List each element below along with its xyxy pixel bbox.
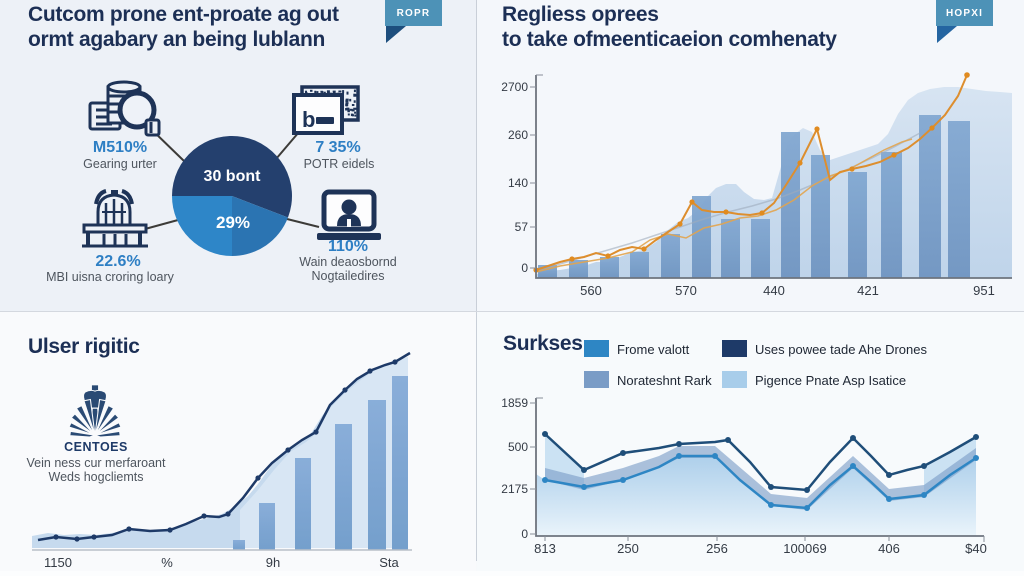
svg-text:813: 813 [534, 541, 556, 556]
svg-text:%: % [161, 555, 173, 570]
svg-text:0: 0 [521, 527, 528, 541]
svg-text:Sta: Sta [379, 555, 399, 570]
svg-text:0: 0 [521, 261, 528, 275]
svg-text:$40: $40 [965, 541, 987, 556]
svg-text:2700: 2700 [501, 80, 528, 94]
svg-text:256: 256 [706, 541, 728, 556]
svg-text:140: 140 [508, 176, 528, 190]
svg-text:421: 421 [857, 283, 879, 298]
svg-text:570: 570 [675, 283, 697, 298]
svg-text:951: 951 [973, 283, 995, 298]
svg-text:b: b [302, 107, 315, 132]
svg-text:440: 440 [763, 283, 785, 298]
svg-text:9h: 9h [266, 555, 280, 570]
svg-text:260: 260 [508, 128, 528, 142]
svg-text:1859: 1859 [501, 396, 528, 410]
svg-text:100069: 100069 [783, 541, 826, 556]
svg-text:2175: 2175 [501, 482, 528, 496]
svg-text:500: 500 [508, 440, 528, 454]
svg-text:57: 57 [515, 220, 529, 234]
svg-text:1150: 1150 [44, 555, 72, 570]
svg-text:406: 406 [878, 541, 900, 556]
svg-text:250: 250 [617, 541, 639, 556]
svg-text:560: 560 [580, 283, 602, 298]
